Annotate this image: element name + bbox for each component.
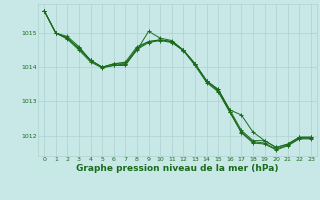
X-axis label: Graphe pression niveau de la mer (hPa): Graphe pression niveau de la mer (hPa) xyxy=(76,164,279,173)
